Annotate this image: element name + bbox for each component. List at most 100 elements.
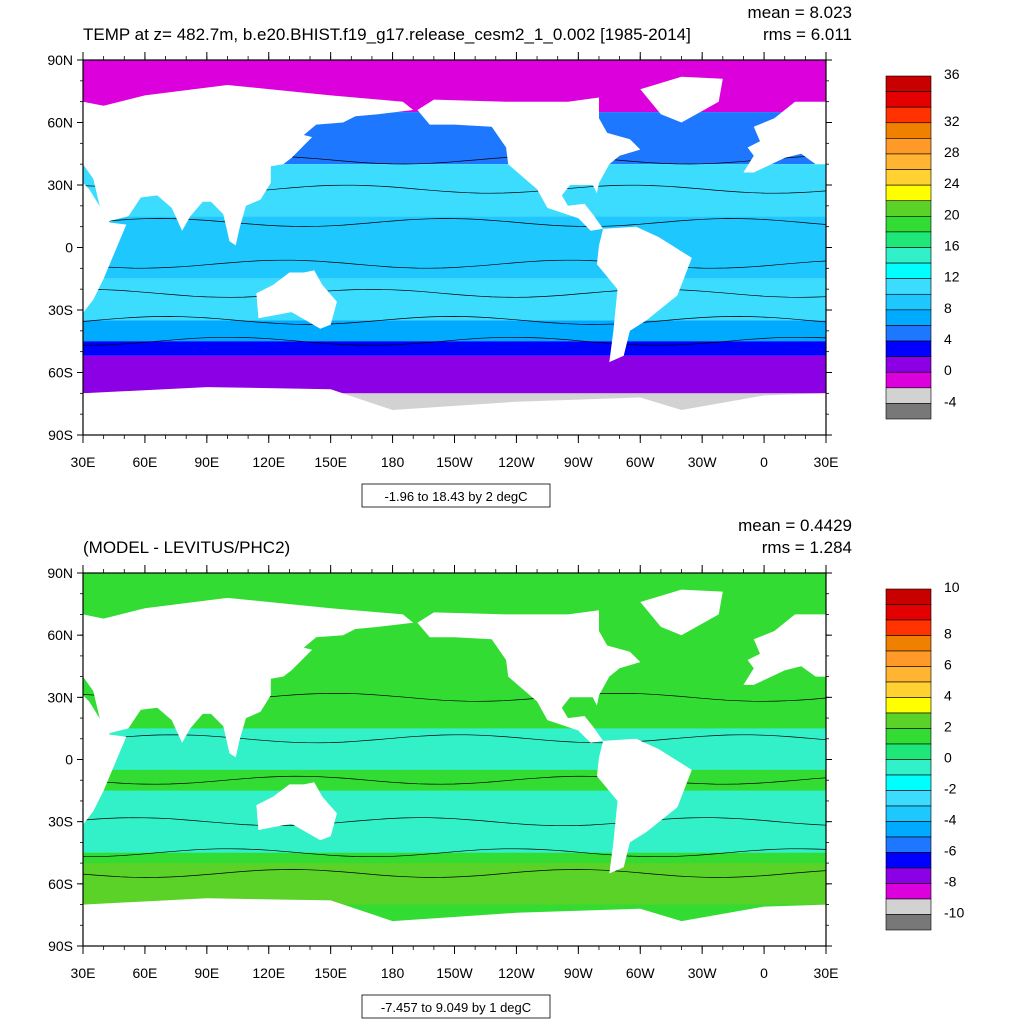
colorbar-tick-label: 8 xyxy=(944,300,952,316)
colorbar-tick-label: 4 xyxy=(944,688,952,704)
top-contour-info-box xyxy=(361,483,551,508)
colorbar-swatch xyxy=(885,619,932,636)
colorbar-swatch xyxy=(885,836,932,853)
europe-land xyxy=(743,614,826,685)
colorbar-swatch xyxy=(885,403,932,420)
y-tick-label: 90N xyxy=(47,565,73,581)
colorbar-tick-label: 8 xyxy=(944,626,952,642)
x-tick-label: 180 xyxy=(381,965,405,981)
contour-line xyxy=(83,734,826,744)
x-tick-label: 90W xyxy=(564,454,594,470)
field-band xyxy=(83,278,826,321)
australia-land xyxy=(256,782,337,841)
x-tick-label: 150E xyxy=(314,965,347,981)
colorbar-tick-label: 0 xyxy=(944,362,952,378)
contour-line xyxy=(83,259,826,269)
north-america-land xyxy=(417,97,641,231)
y-tick-label: 60N xyxy=(47,627,73,643)
colorbar-swatch xyxy=(885,867,932,884)
north-america-land xyxy=(417,610,641,743)
contour-line xyxy=(83,316,826,325)
colorbar-swatch xyxy=(885,898,932,915)
x-tick-label: 150W xyxy=(436,454,473,470)
y-tick-label: 30S xyxy=(48,302,73,318)
x-tick-label: 30W xyxy=(688,965,718,981)
bottom-field xyxy=(83,573,826,946)
bottom-mean-label: mean = 0.4429 xyxy=(738,516,852,535)
colorbar-swatch xyxy=(885,712,932,729)
top-colorbar: 36 32 28 24 20 16 12 8 4 0 -4 xyxy=(885,66,960,420)
colorbar-swatch xyxy=(885,309,932,326)
x-tick-label: 30E xyxy=(814,454,839,470)
colorbar-swatch xyxy=(885,325,932,342)
australia-land xyxy=(256,270,337,329)
x-tick-label: 90E xyxy=(194,454,219,470)
colorbar-swatch xyxy=(885,728,932,745)
colorbar-swatch xyxy=(885,588,932,605)
y-tick-label: 60N xyxy=(47,115,73,131)
x-tick-label: 30E xyxy=(71,965,96,981)
y-tick-label: 30N xyxy=(47,689,73,705)
top-rms-label: rms = 6.011 xyxy=(763,25,852,44)
top-title: TEMP at z= 482.7m, b.e20.BHIST.f19_g17.r… xyxy=(83,25,691,44)
y-tick-label: 90S xyxy=(48,427,73,443)
colorbar-swatch xyxy=(885,666,932,683)
field-band xyxy=(83,341,826,356)
colorbar-tick-label: 36 xyxy=(944,66,960,82)
colorbar-swatch xyxy=(885,681,932,698)
colorbar-swatch xyxy=(885,231,932,248)
x-tick-label: 120W xyxy=(498,965,535,981)
colorbar-swatch xyxy=(885,371,932,389)
colorbar-swatch xyxy=(885,852,932,869)
x-tick-label: 30E xyxy=(71,454,96,470)
bottom-contour-info-box xyxy=(361,994,551,1019)
bottom-title: (MODEL - LEVITUS/PHC2) xyxy=(83,538,290,557)
colorbar-swatch xyxy=(885,293,932,311)
africa-land xyxy=(83,695,127,830)
field-band xyxy=(83,355,826,394)
x-tick-label: 150E xyxy=(314,454,347,470)
top-mean-label: mean = 8.023 xyxy=(748,3,852,22)
colorbar-swatch xyxy=(885,883,932,900)
colorbar-swatch xyxy=(885,356,932,373)
europe-land xyxy=(743,101,826,173)
antarctica-land xyxy=(83,898,826,946)
field-band xyxy=(83,728,826,770)
colorbar-swatch xyxy=(885,153,932,170)
colorbar-swatch xyxy=(885,262,932,279)
colorbar-swatch xyxy=(885,138,932,155)
colorbar-swatch xyxy=(885,790,932,807)
colorbar-swatch xyxy=(885,184,932,202)
colorbar-tick-label: -2 xyxy=(944,781,957,797)
colorbar-tick-label: 32 xyxy=(944,113,960,129)
colorbar-swatch xyxy=(885,759,932,776)
y-tick-label: 0 xyxy=(65,752,73,768)
bottom-rms-label: rms = 1.284 xyxy=(762,538,852,557)
colorbar-swatch xyxy=(885,75,932,92)
colorbar-tick-label: 0 xyxy=(944,750,952,766)
south-america-land xyxy=(596,738,692,874)
bottom-contour-info: -7.457 to 9.049 by 1 degC xyxy=(381,1000,531,1015)
greenland-land xyxy=(640,589,723,636)
colorbar-tick-label: 10 xyxy=(944,579,960,595)
colorbar-tick-label: 16 xyxy=(944,238,960,254)
contour-line xyxy=(83,336,826,346)
x-tick-label: 0 xyxy=(760,965,768,981)
colorbar-swatch xyxy=(885,697,932,714)
x-tick-label: 60E xyxy=(132,965,157,981)
x-tick-label: 0 xyxy=(760,454,768,470)
x-tick-label: 120E xyxy=(252,454,285,470)
y-tick-label: 30N xyxy=(47,177,73,193)
greenland-land xyxy=(640,76,723,123)
colorbar-swatch xyxy=(885,743,932,760)
y-tick-label: 90S xyxy=(48,938,73,954)
top-panel: 90N 60N 30N 0 30S 60S 90S 30E 60E 90E 120E 150E 180 1… xyxy=(47,3,960,508)
colorbar-swatch xyxy=(885,247,932,264)
x-tick-label: 120E xyxy=(252,965,285,981)
colorbar-tick-label: 28 xyxy=(944,144,960,160)
field-band xyxy=(83,863,826,905)
colorbar-tick-label: -8 xyxy=(944,874,957,890)
colorbar-tick-label: -4 xyxy=(944,812,957,828)
x-tick-label: 30W xyxy=(688,454,718,470)
